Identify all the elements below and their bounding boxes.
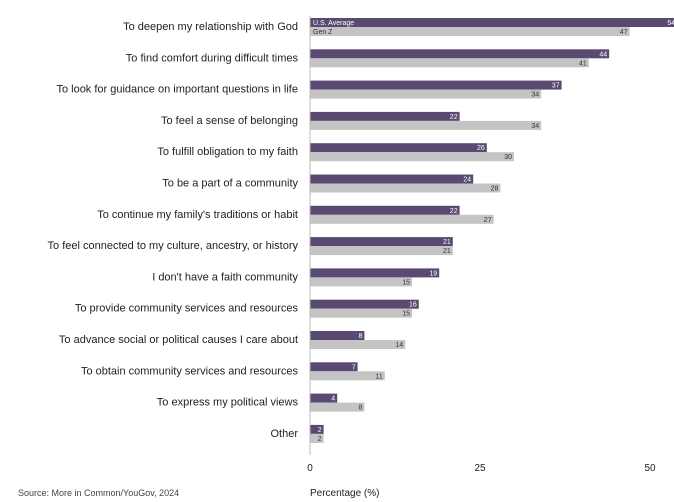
data-label: 34: [531, 92, 539, 99]
data-label: 21: [443, 248, 451, 255]
data-label: 41: [579, 60, 587, 67]
bar-us-average: [310, 174, 474, 184]
bar-us-average: [310, 80, 562, 90]
data-label: 22: [450, 114, 458, 121]
bar-us-average: [310, 18, 674, 27]
data-label: 8: [358, 333, 362, 340]
category-label: To fulfill obligation to my faith: [157, 146, 298, 158]
bar-us-average: [310, 331, 365, 340]
data-label: 14: [395, 342, 403, 349]
category-label: Other: [270, 428, 298, 440]
data-label: 22: [450, 208, 458, 215]
data-label: 15: [402, 311, 410, 318]
bar-gen-z: [310, 246, 453, 256]
bar-us-average: [310, 268, 440, 278]
bar-gen-z: [310, 402, 365, 412]
bar-gen-z: [310, 58, 589, 68]
bar-gen-z: [310, 183, 501, 193]
x-tick-label: 0: [307, 463, 313, 474]
data-label: 24: [463, 177, 471, 184]
bar-us-average: [310, 424, 324, 434]
data-label: 16: [409, 302, 417, 309]
category-label: To be a part of a community: [162, 178, 298, 190]
bar-us-average: [310, 143, 487, 153]
x-tick-label: 25: [474, 463, 486, 474]
data-label: 27: [484, 217, 492, 224]
bar-gen-z: [310, 340, 406, 349]
bar-gen-z: [310, 120, 542, 130]
bar-gen-z: [310, 27, 630, 36]
bar-us-average: [310, 49, 610, 59]
category-labels: To deepen my relationship with God To fin…: [48, 21, 299, 440]
x-tick-labels: 0 25 50: [307, 463, 656, 474]
bar-us-average: [310, 393, 338, 403]
data-label: 47: [620, 29, 628, 36]
bar-us-average: [310, 205, 460, 215]
data-label: 8: [358, 405, 362, 412]
legend-gen-z: Gen Z: [313, 29, 333, 36]
data-label: 30: [504, 154, 512, 161]
data-label: 2: [318, 427, 322, 434]
bar-gen-z: [310, 433, 324, 443]
data-label: 19: [429, 270, 437, 277]
bar-us-average: [310, 237, 453, 247]
category-label: To obtain community services and resourc…: [81, 365, 299, 377]
category-label: To deepen my relationship with God: [123, 21, 298, 33]
legend-us-average: U.S. Average: [313, 20, 354, 27]
category-label: To advance social or political causes I …: [59, 334, 298, 346]
data-label: 7: [352, 364, 356, 371]
data-label: 21: [443, 239, 451, 246]
data-label: 34: [531, 123, 539, 130]
bar-gen-z: [310, 371, 385, 381]
bar-gen-z: [310, 214, 494, 224]
x-tick-label: 50: [644, 463, 656, 474]
source-note: Source: More in Common/YouGov, 2024: [18, 488, 179, 498]
bar-gen-z: [310, 89, 542, 99]
data-label: 11: [376, 373, 383, 380]
bar-us-average: [310, 299, 419, 309]
category-label: To find comfort during difficult times: [126, 52, 299, 64]
category-label: To provide community services and resour…: [75, 303, 299, 315]
bar-gen-z: [310, 308, 412, 318]
bar-gen-z: [310, 152, 514, 162]
bar-us-average: [310, 362, 358, 372]
data-label: 4: [331, 396, 335, 403]
data-label: 15: [402, 279, 410, 286]
category-label: To feel a sense of belonging: [161, 115, 298, 127]
data-label: 37: [552, 83, 560, 90]
data-label: 26: [477, 145, 485, 152]
category-label: To feel connected to my culture, ancestr…: [48, 240, 299, 252]
bar-gen-z: [310, 277, 412, 287]
data-label: 28: [491, 186, 499, 193]
bar-us-average: [310, 111, 460, 121]
category-label: To look for guidance on important questi…: [56, 84, 298, 96]
category-label: To express my political views: [157, 397, 299, 409]
category-label: To continue my family's traditions or ha…: [97, 209, 298, 221]
data-label: 54: [667, 20, 674, 27]
category-label: I don't have a faith community: [152, 271, 298, 283]
data-label: 2: [318, 436, 322, 443]
data-label: 44: [599, 51, 607, 58]
x-axis-label: Percentage (%): [310, 488, 379, 499]
